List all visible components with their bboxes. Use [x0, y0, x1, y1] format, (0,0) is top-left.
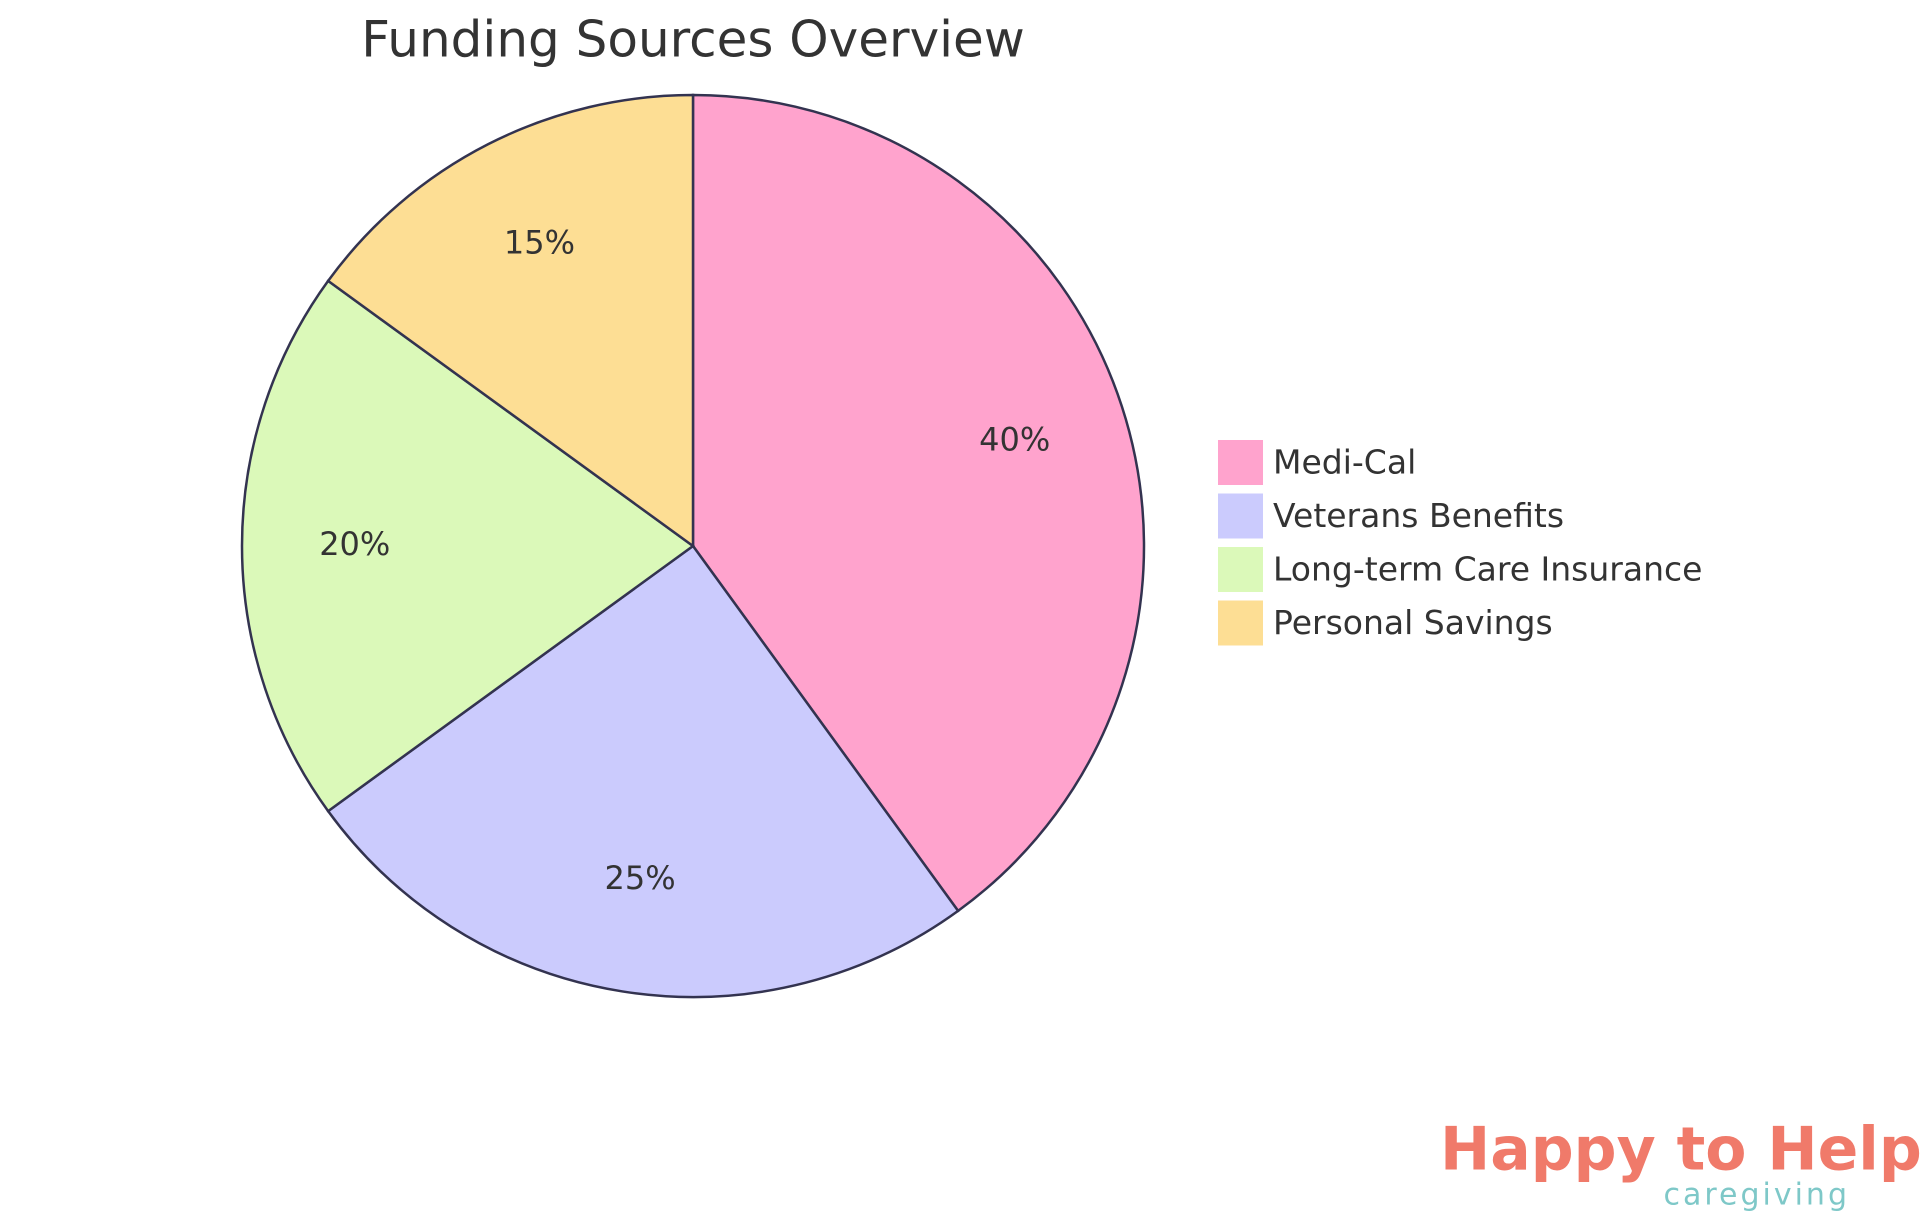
- pie-slice: [240, 279, 696, 813]
- legend-label: Personal Savings: [1273, 603, 1553, 642]
- slice-label: 15%: [504, 224, 575, 262]
- pie-slice: [326, 93, 695, 549]
- chart-title: Funding Sources Overview: [361, 11, 1024, 69]
- logo-tagline: caregiving: [1663, 1178, 1850, 1213]
- legend-swatch: [1218, 440, 1263, 485]
- pie-slice: [326, 544, 960, 999]
- pie-slice: [691, 93, 1146, 913]
- legend-label: Long-term Care Insurance: [1273, 550, 1702, 589]
- logo-name: Happy to Help: [1440, 1115, 1920, 1185]
- legend-label: Medi-Cal: [1273, 443, 1416, 482]
- slice-label: 20%: [319, 525, 390, 563]
- legend-swatch: [1218, 493, 1263, 539]
- slice-label: 25%: [605, 859, 676, 897]
- legend-label: Veterans Benefits: [1273, 496, 1564, 535]
- legend-swatch: [1218, 547, 1263, 592]
- legend-swatch: [1218, 600, 1263, 646]
- slice-label: 40%: [979, 420, 1050, 458]
